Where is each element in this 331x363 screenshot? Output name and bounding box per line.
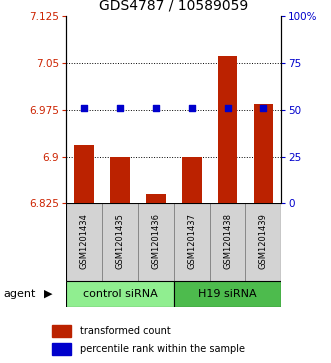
Text: agent: agent [3,289,36,299]
Text: H19 siRNA: H19 siRNA [198,289,257,299]
Bar [52,325,71,338]
Text: GSM1201438: GSM1201438 [223,213,232,269]
Text: GSM1201437: GSM1201437 [187,213,196,269]
Bar [138,203,174,281]
Bar [218,56,237,203]
Point [261,105,266,111]
Text: GSM1201439: GSM1201439 [259,213,268,269]
Point [153,105,159,111]
Bar [66,281,174,307]
Bar [52,343,71,355]
Bar [246,203,281,281]
Text: transformed count: transformed count [80,326,170,337]
Text: percentile rank within the sample: percentile rank within the sample [80,344,245,354]
Bar [254,103,273,203]
Text: GSM1201436: GSM1201436 [151,213,160,269]
Bar [66,203,102,281]
Bar [182,156,202,203]
Title: GDS4787 / 10589059: GDS4787 / 10589059 [99,0,248,12]
Text: control siRNA: control siRNA [83,289,157,299]
Bar [102,203,138,281]
Point [117,105,122,111]
Text: GSM1201434: GSM1201434 [80,213,89,269]
Bar [74,145,94,203]
Point [81,105,87,111]
Text: ▶: ▶ [44,289,52,299]
Bar [174,281,281,307]
Bar [210,203,246,281]
Text: GSM1201435: GSM1201435 [116,213,124,269]
Point [189,105,194,111]
Bar [146,194,166,203]
Bar [174,203,210,281]
Bar [110,156,130,203]
Point [225,105,230,111]
